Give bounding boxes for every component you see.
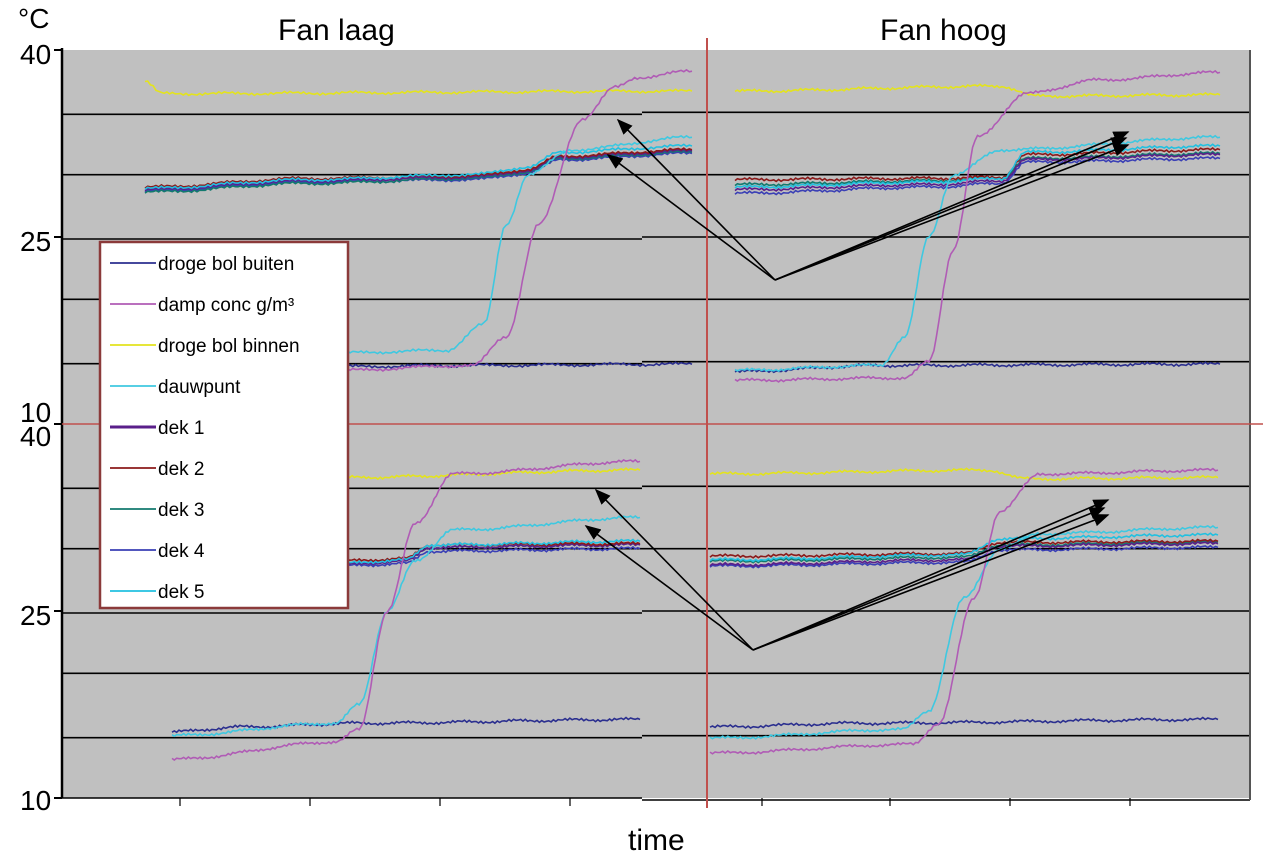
y-tick-label: 25 [20, 600, 51, 631]
x-axis-title: time [628, 824, 685, 857]
series-dek-1-top-left [144, 148, 693, 192]
series-droge-bol-binnen-top-left [144, 80, 693, 97]
legend-label-damp-conc-g-m: damp conc g/m³ [158, 295, 294, 316]
annotation-arrow [774, 144, 1130, 281]
panel-title-fan-hoog: Fan hoog [880, 14, 1007, 47]
legend-label-dek-3: dek 3 [158, 500, 204, 521]
annotation-arrow [774, 137, 1128, 281]
legend-label-droge-bol-binnen: droge bol binnen [158, 336, 300, 357]
plot-area [54, 38, 1263, 808]
series-damp-conc-g-m-top-left [336, 68, 693, 372]
legend-box [98, 240, 350, 610]
series-dek-5-top-left [144, 143, 693, 190]
series-dek-5-bottom-right [709, 532, 1219, 563]
series-dauwpunt-top-left [336, 134, 693, 355]
series-dek-1-top-right [734, 151, 1221, 192]
annotation-arrow [584, 525, 754, 651]
series-droge-bol-buiten-bottom-left [171, 716, 641, 734]
legend-label-dek-1: dek 1 [158, 418, 204, 439]
series-dek-2-bottom-right [709, 538, 1219, 559]
arrow-layer [584, 118, 1130, 651]
series-damp-conc-g-m-bottom-right [709, 467, 1219, 755]
series-droge-bol-buiten-top-left [336, 361, 693, 370]
series-dek-1-bottom-right [709, 540, 1219, 568]
series-droge-bol-buiten-top-right [734, 361, 1221, 374]
legend-label-dek-2: dek 2 [158, 459, 204, 480]
series-dek-5-bottom-left [335, 538, 641, 565]
y-tick-label: 10 [20, 785, 51, 816]
series-dauwpunt-bottom-left [171, 514, 641, 738]
annotation-arrow [752, 499, 1110, 651]
annotation-arrow [616, 118, 776, 281]
legend-label-dauwpunt: dauwpunt [158, 377, 241, 398]
series-damp-conc-g-m-bottom-left [171, 458, 641, 761]
series-droge-bol-binnen-top-right [734, 83, 1221, 99]
annotation-arrow [774, 131, 1130, 281]
legend-label-dek-5: dek 5 [158, 582, 204, 603]
unit-label: °C [18, 3, 49, 34]
annotation-arrow [606, 154, 776, 281]
y-tick-label: 10 [20, 397, 51, 428]
series-dek-4-top-right [734, 155, 1221, 196]
y-tick-label: 40 [20, 421, 51, 452]
y-tick-label: 25 [20, 226, 51, 257]
series-dek-3-top-left [144, 149, 693, 194]
series-dek-4-bottom-right [709, 544, 1219, 569]
series-droge-bol-buiten-bottom-right [709, 716, 1219, 729]
series-droge-bol-binnen-bottom-right [709, 467, 1219, 482]
series-dek-2-top-right [734, 146, 1221, 183]
series-dek-1-bottom-left [335, 542, 641, 567]
annotation-arrow [752, 514, 1110, 651]
y-tick-label: 40 [20, 39, 51, 70]
legend: droge bol buiten damp conc g/m³ droge bol … [98, 240, 350, 610]
series-dek-5-top-right [734, 143, 1221, 190]
series-dauwpunt-bottom-right [709, 524, 1219, 740]
legend-label-dek-4: dek 4 [158, 541, 205, 562]
series-dek-4-bottom-left [335, 545, 641, 568]
legend-label-droge-bol-buiten: droge bol buiten [158, 254, 294, 275]
series-layer [144, 68, 1221, 761]
series-damp-conc-g-m-top-right [734, 69, 1221, 383]
series-dek-3-bottom-right [709, 539, 1219, 564]
annotation-arrow [594, 488, 754, 651]
panel-title-fan-laag: Fan laag [278, 14, 395, 47]
annotation-arrow [752, 507, 1106, 651]
series-dauwpunt-top-right [734, 134, 1221, 373]
